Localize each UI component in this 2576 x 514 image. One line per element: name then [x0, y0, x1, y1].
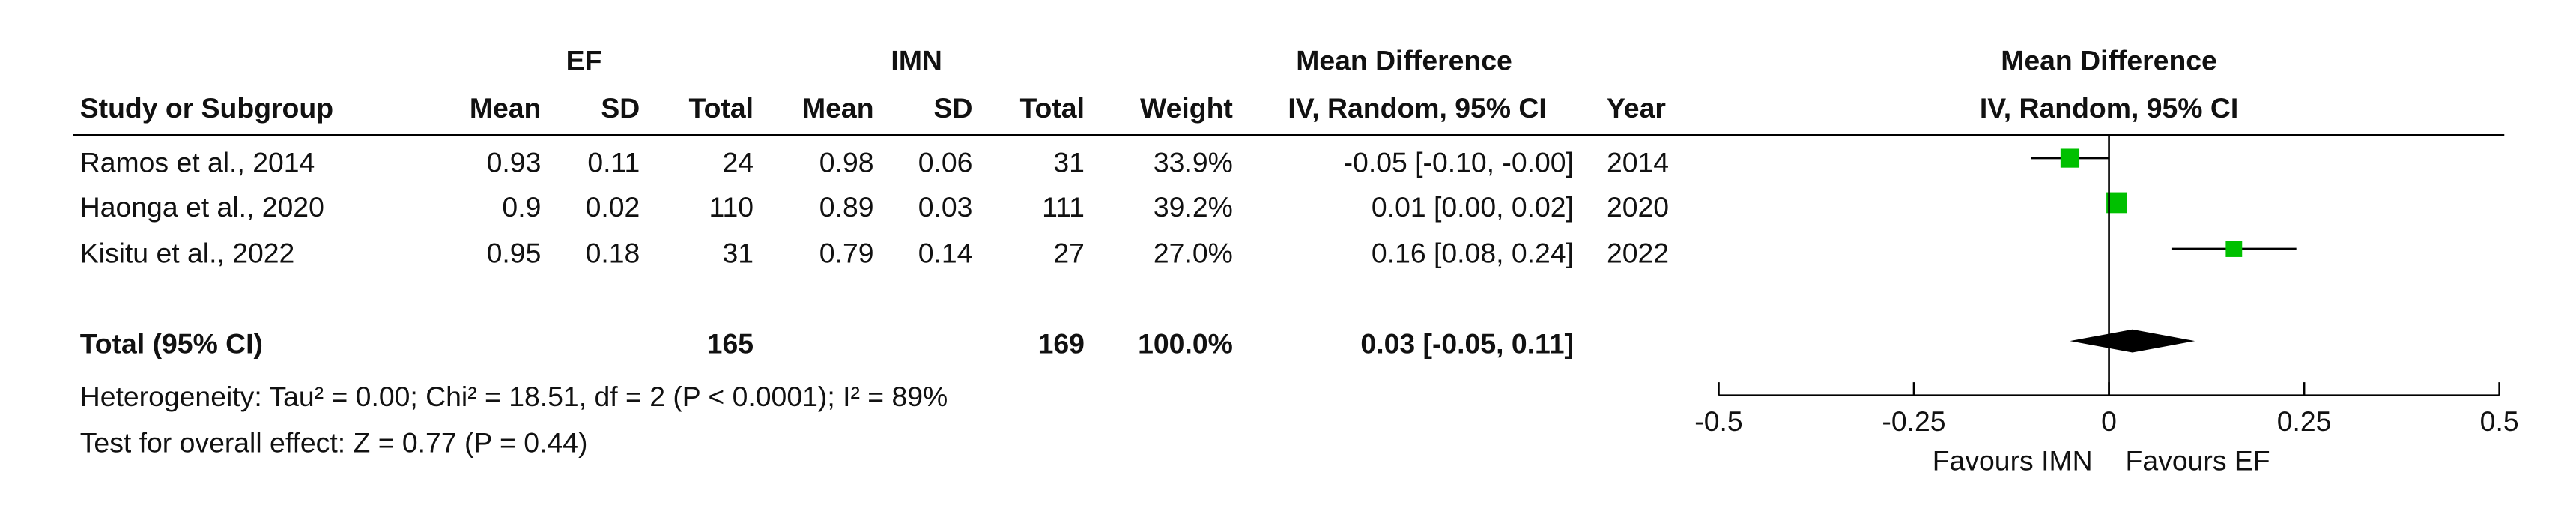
- cell: -0.05 [-0.10, -0.00]: [1344, 147, 1574, 178]
- cell: 0.14: [918, 238, 973, 269]
- cell: 24: [722, 147, 754, 178]
- cell: 0.02: [586, 191, 640, 223]
- total-cell: Total (95% CI): [80, 328, 263, 360]
- cell: 2014: [1607, 147, 1669, 178]
- study-marker: [2225, 241, 2243, 257]
- cell: 2022: [1607, 238, 1669, 269]
- cell: 0.11: [587, 147, 640, 178]
- plot-header: IV, Random, 95% CI: [1980, 92, 2238, 124]
- cell: 0.79: [819, 238, 874, 269]
- column-header: IV, Random, 95% CI: [1288, 92, 1546, 124]
- plot-header: Mean Difference: [2001, 44, 2217, 76]
- column-header: Weight: [1140, 92, 1233, 124]
- cell: 39.2%: [1154, 191, 1233, 223]
- favours-label: Favours EF: [2126, 445, 2270, 477]
- column-header: Year: [1607, 92, 1666, 124]
- cell: 0.16 [0.08, 0.24]: [1372, 238, 1574, 269]
- cell: 27.0%: [1154, 238, 1233, 269]
- cell: 0.18: [586, 238, 640, 269]
- column-header: Total: [689, 92, 754, 124]
- effect-header: Mean Difference: [1296, 44, 1512, 76]
- cell: 0.95: [487, 238, 542, 269]
- total-cell: 169: [1038, 328, 1085, 360]
- study-marker: [2060, 148, 2080, 168]
- cell: 0.93: [487, 147, 542, 178]
- cell: 111: [1042, 191, 1085, 223]
- total-cell: 100.0%: [1138, 328, 1233, 360]
- pooled-diamond: [2070, 329, 2195, 353]
- cell: 31: [722, 238, 754, 269]
- cell: 0.01 [0.00, 0.02]: [1372, 191, 1574, 223]
- x-tick-label: -0.25: [1882, 405, 1945, 437]
- cell: 0.89: [819, 191, 874, 223]
- group-header: IMN: [891, 44, 942, 76]
- column-header: Mean: [802, 92, 874, 124]
- cell: Haonga et al., 2020: [80, 191, 324, 223]
- heterogeneity: Heterogeneity: Tau² = 0.00; Chi² = 18.51…: [80, 381, 948, 412]
- total-cell: 165: [707, 328, 754, 360]
- cell: 0.98: [819, 147, 874, 178]
- column-header: Total: [1019, 92, 1084, 124]
- cell: 0.9: [502, 191, 541, 223]
- cell: 33.9%: [1154, 147, 1233, 178]
- column-header: Mean: [470, 92, 542, 124]
- favours-label: Favours IMN: [1933, 445, 2093, 477]
- cell: Kisitu et al., 2022: [80, 238, 295, 269]
- cell: Ramos et al., 2014: [80, 147, 315, 178]
- cell: 110: [709, 191, 754, 223]
- cell: 2020: [1607, 191, 1669, 223]
- column-header: SD: [601, 92, 640, 124]
- column-header: Study or Subgroup: [80, 92, 333, 124]
- cell: 0.06: [918, 147, 973, 178]
- cell: 31: [1053, 147, 1085, 178]
- x-tick-label: 0.25: [2277, 405, 2332, 437]
- x-tick-label: 0.5: [2480, 405, 2519, 437]
- cell: 27: [1053, 238, 1085, 269]
- x-tick-label: 0: [2101, 405, 2117, 437]
- overall-effect: Test for overall effect: Z = 0.77 (P = 0…: [80, 427, 588, 459]
- group-header: EF: [566, 44, 602, 76]
- x-tick-label: -0.5: [1694, 405, 1742, 437]
- cell: 0.03: [918, 191, 973, 223]
- column-header: SD: [934, 92, 973, 124]
- total-cell: 0.03 [-0.05, 0.11]: [1360, 328, 1574, 360]
